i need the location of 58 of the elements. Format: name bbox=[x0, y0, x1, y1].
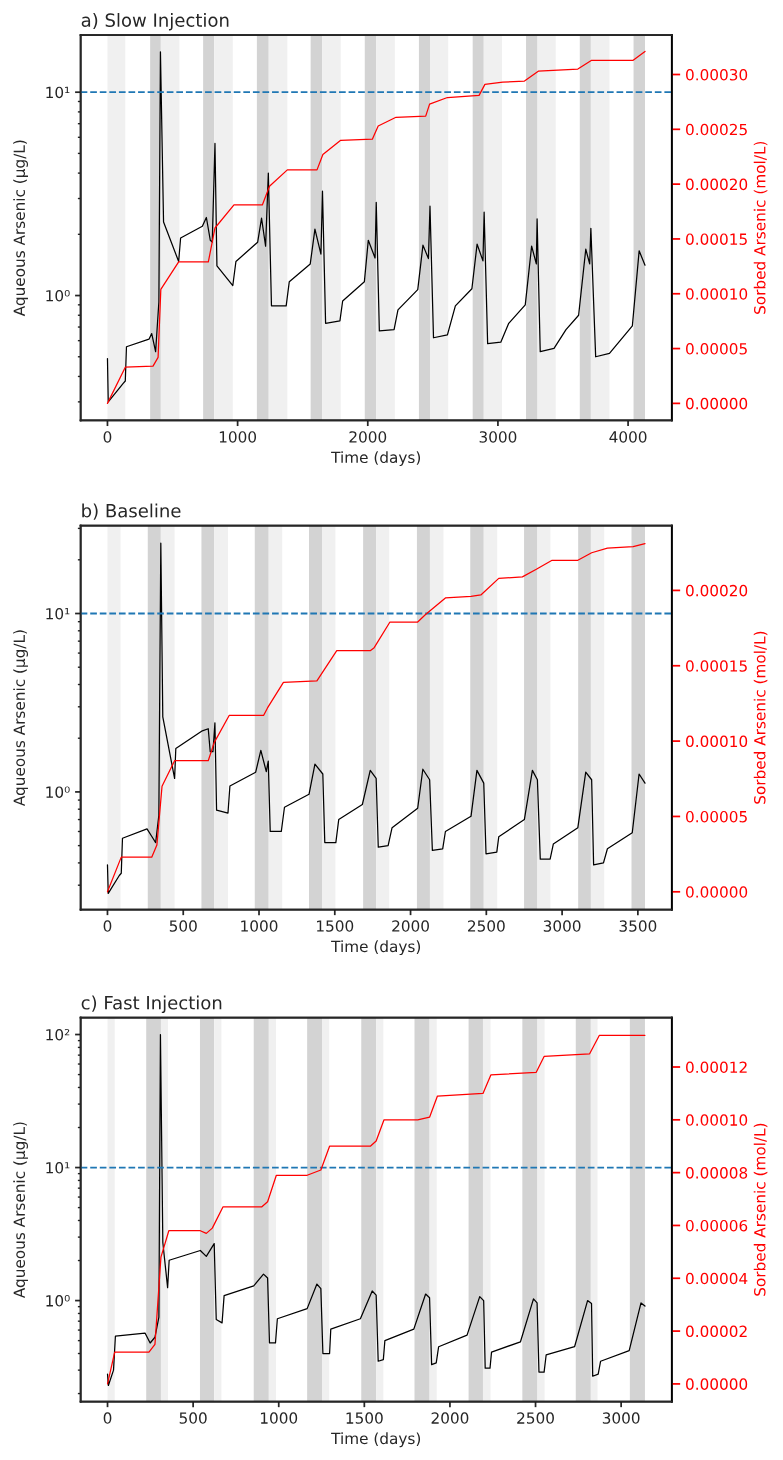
y-tick-label: 10⁰ bbox=[46, 786, 70, 798]
y2-tick-label: 0.00020 bbox=[686, 178, 748, 191]
y-axis-title: Aqueous Arsenic (µg/L) bbox=[13, 1122, 28, 1299]
chart-title: b) Baseline bbox=[82, 503, 181, 520]
x-tick-label: 1000 bbox=[241, 920, 278, 932]
y2-tick-label: 0.00015 bbox=[686, 660, 747, 672]
x-tick-label: 2500 bbox=[468, 920, 505, 932]
x-axis-title: Time (days) bbox=[331, 940, 421, 956]
y2-axis-title: Sorbed Arsenic (mol/L) bbox=[753, 141, 768, 314]
x-tick-label: 500 bbox=[169, 920, 197, 932]
y2-tick-label: 0.00012 bbox=[686, 1061, 747, 1074]
y-tick-label: 10² bbox=[46, 1028, 70, 1041]
chart-title: c) Fast Injection bbox=[81, 995, 222, 1014]
x-tick-label: 1500 bbox=[346, 1412, 383, 1424]
y2-tick-label: 0.00020 bbox=[686, 584, 748, 597]
y2-axis-title: Sorbed Arsenic (mol/L) bbox=[753, 631, 768, 804]
y2-tick-label: 0.00005 bbox=[686, 343, 747, 355]
y2-tick-label: 0.00006 bbox=[686, 1219, 748, 1232]
chart-title: a) Slow Injection bbox=[81, 12, 229, 31]
y2-tick-label: 0.00002 bbox=[686, 1325, 747, 1338]
y-tick-label: 10¹ bbox=[46, 607, 70, 620]
x-tick-label: 3000 bbox=[543, 920, 581, 932]
y2-tick-label: 0.00030 bbox=[686, 68, 748, 81]
x-axis-title: Time (days) bbox=[331, 1432, 421, 1448]
y2-tick-label: 0.00010 bbox=[686, 288, 748, 300]
x-tick-label: 2000 bbox=[431, 1412, 469, 1424]
y2-tick-label: 0.00010 bbox=[686, 1114, 748, 1126]
y2-tick-label: 0.00015 bbox=[686, 233, 747, 245]
x-tick-label: 2000 bbox=[349, 431, 387, 443]
y2-tick-label: 0.00004 bbox=[686, 1272, 748, 1285]
x-tick-label: 500 bbox=[179, 1412, 207, 1424]
y-tick-label: 10⁰ bbox=[46, 290, 70, 302]
x-tick-label: 0 bbox=[103, 920, 112, 932]
x-tick-label: 0 bbox=[103, 431, 112, 443]
y-axis-title: Aqueous Arsenic (µg/L) bbox=[13, 630, 28, 807]
x-tick-label: 0 bbox=[103, 1412, 112, 1424]
y2-tick-label: 0.00000 bbox=[686, 397, 748, 410]
x-tick-label: 3500 bbox=[619, 920, 657, 932]
y-tick-label: 10⁰ bbox=[46, 1295, 70, 1307]
y2-tick-label: 0.00010 bbox=[686, 735, 748, 748]
x-tick-label: 1500 bbox=[317, 920, 354, 932]
x-tick-label: 3000 bbox=[479, 431, 517, 443]
y2-tick-label: 0.00005 bbox=[686, 810, 747, 823]
x-tick-label: 1000 bbox=[260, 1412, 298, 1424]
y2-tick-label: 0.00025 bbox=[686, 123, 747, 136]
x-tick-label: 2000 bbox=[392, 920, 429, 932]
x-axis-title: Time (days) bbox=[331, 451, 421, 467]
y2-tick-label: 0.00008 bbox=[686, 1167, 748, 1179]
y2-tick-label: 0.00000 bbox=[686, 886, 748, 898]
y-tick-label: 10¹ bbox=[46, 86, 70, 99]
x-tick-label: 1000 bbox=[219, 431, 257, 443]
y-tick-label: 10¹ bbox=[46, 1162, 70, 1174]
x-tick-label: 2500 bbox=[517, 1412, 554, 1424]
y-axis-title: Aqueous Arsenic (µg/L) bbox=[13, 140, 28, 317]
x-tick-label: 4000 bbox=[609, 431, 647, 443]
y2-tick-label: 0.00000 bbox=[686, 1378, 748, 1390]
x-tick-label: 3000 bbox=[602, 1412, 640, 1424]
y2-axis-title: Sorbed Arsenic (mol/L) bbox=[753, 1123, 768, 1296]
